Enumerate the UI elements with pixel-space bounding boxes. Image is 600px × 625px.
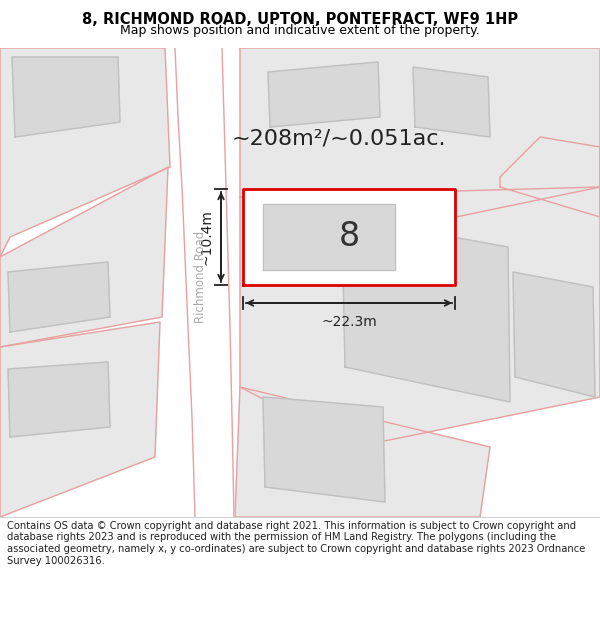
Text: Contains OS data © Crown copyright and database right 2021. This information is : Contains OS data © Crown copyright and d… xyxy=(7,521,586,566)
Polygon shape xyxy=(0,167,168,347)
Text: 8: 8 xyxy=(338,221,359,254)
Polygon shape xyxy=(268,62,380,127)
Text: ~22.3m: ~22.3m xyxy=(321,315,377,329)
Polygon shape xyxy=(243,189,455,285)
Polygon shape xyxy=(0,48,170,257)
Polygon shape xyxy=(500,137,600,217)
Polygon shape xyxy=(513,272,595,397)
Polygon shape xyxy=(413,67,490,137)
Text: Map shows position and indicative extent of the property.: Map shows position and indicative extent… xyxy=(120,24,480,38)
Polygon shape xyxy=(342,217,510,402)
Polygon shape xyxy=(240,48,600,237)
Polygon shape xyxy=(240,187,600,447)
Text: 8, RICHMOND ROAD, UPTON, PONTEFRACT, WF9 1HP: 8, RICHMOND ROAD, UPTON, PONTEFRACT, WF9… xyxy=(82,12,518,27)
Polygon shape xyxy=(235,387,490,517)
Polygon shape xyxy=(8,262,110,332)
Polygon shape xyxy=(263,204,395,270)
Polygon shape xyxy=(175,48,234,517)
Polygon shape xyxy=(12,57,120,137)
Text: ~208m²/~0.051ac.: ~208m²/~0.051ac. xyxy=(232,129,446,149)
Text: ~10.4m: ~10.4m xyxy=(199,209,213,265)
Polygon shape xyxy=(8,362,110,437)
Text: Richmond Road: Richmond Road xyxy=(194,231,207,323)
Polygon shape xyxy=(0,322,160,517)
Polygon shape xyxy=(263,397,385,502)
